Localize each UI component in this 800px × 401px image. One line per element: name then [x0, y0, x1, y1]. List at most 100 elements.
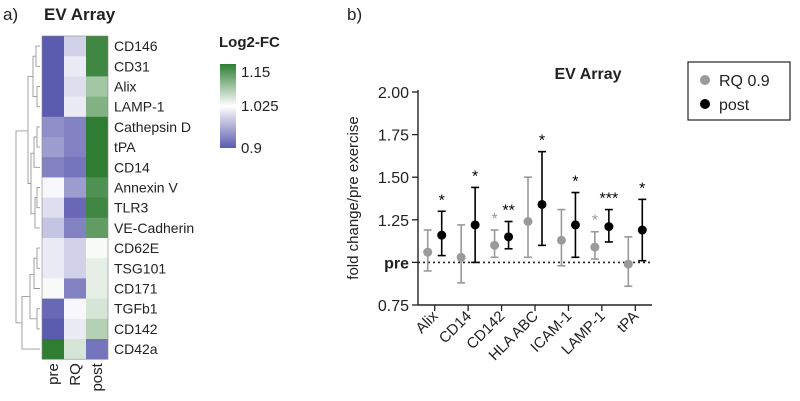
- colorbar-min-label: 0.9: [241, 140, 262, 157]
- y-tick-label: 1.25: [378, 213, 409, 230]
- heatmap-row-label: TSG101: [114, 260, 166, 276]
- heatmap-cell: [42, 339, 64, 360]
- data-point: [604, 222, 614, 232]
- significance-label: *: [472, 168, 478, 185]
- legend-box: [687, 61, 791, 121]
- heatmap-cell: [64, 339, 86, 360]
- data-point: [423, 247, 433, 257]
- heatmap-cell: [64, 157, 86, 178]
- heatmap-row-labels: CD146 CD31 Alix LAMP-1 Cathepsin D tPA CD14 Ann…: [114, 38, 194, 357]
- heatmap-cell: [86, 258, 108, 279]
- data-point: [537, 199, 547, 209]
- heatmap-cell: [42, 278, 64, 299]
- dendrogram-branch: [36, 126, 40, 148]
- dendrogram-branch: [36, 308, 40, 330]
- heatmap-column-label: RQ: [67, 363, 84, 386]
- heatmap-row-label: LAMP-1: [114, 99, 165, 115]
- heatmap-cell: [86, 36, 108, 57]
- y-tick-label: 2.00: [378, 85, 409, 102]
- significance-label: ***: [600, 191, 619, 208]
- plot-area: 0.75pre1.251.501.752.00Alix*CD14*CD142**…: [378, 85, 652, 364]
- y-tick-label: 1.75: [378, 128, 409, 145]
- heatmap-cell: [64, 197, 86, 219]
- data-point: [570, 220, 580, 230]
- heatmap-cell: [42, 258, 64, 279]
- heatmap-cell: [64, 177, 86, 198]
- significance-label: *: [572, 174, 578, 191]
- dendrogram-branch: [36, 187, 40, 209]
- heatmap-cell: [64, 36, 86, 57]
- heatmap-cell: [86, 56, 108, 77]
- heatmap-column-labels: pre RQ post: [45, 362, 106, 391]
- heatmap-row-label: CD142: [114, 321, 158, 337]
- data-point: [523, 217, 533, 227]
- heatmap-cell: [86, 318, 108, 340]
- heatmap-cell: [86, 217, 108, 239]
- significance-label: *: [639, 180, 645, 197]
- data-point: [623, 259, 633, 269]
- heatmap-cell: [64, 298, 86, 320]
- data-point: [590, 242, 600, 252]
- heatmap-cell: [42, 116, 64, 138]
- dendrogram-branch: [27, 75, 33, 184]
- dendrogram-branch: [36, 247, 40, 269]
- heatmap-title: EV Array: [44, 5, 116, 24]
- data-point: [456, 252, 466, 262]
- y-tick-label: 0.75: [378, 298, 409, 315]
- colorbar-mid-label: 1.025: [241, 98, 279, 115]
- legend-label-post: post: [719, 97, 750, 114]
- heatmap-cell: [86, 137, 108, 158]
- heatmap: [41, 35, 109, 360]
- heatmap-cell: [86, 116, 108, 138]
- heatmap-row-label: CD42a: [114, 341, 158, 357]
- heatmap-cell: [42, 96, 64, 118]
- heatmap-cell: [42, 56, 64, 77]
- y-tick-label: 1.50: [378, 170, 409, 187]
- heatmap-cell: [64, 56, 86, 77]
- heatmap-row-label: CD171: [114, 281, 158, 297]
- heatmap-row-label: VE-Cadherin: [114, 220, 194, 236]
- panel-a-label: a): [3, 5, 18, 24]
- data-point: [637, 225, 647, 235]
- heatmap-row-label: CD14: [114, 159, 150, 175]
- heatmap-cell: [64, 217, 86, 239]
- dendrogram-branch: [33, 257, 40, 289]
- heatmap-cell: [86, 339, 108, 360]
- heatmap-cell: [64, 278, 86, 299]
- heatmap-column-label: pre: [45, 363, 62, 385]
- significance-label: *: [592, 213, 598, 230]
- heatmap-row-label: CD31: [114, 58, 150, 74]
- heatmap-cell: [42, 157, 64, 178]
- data-point: [470, 220, 480, 230]
- data-point: [490, 240, 500, 250]
- dendrogram-branch: [36, 86, 40, 108]
- heatmap-row-label: CD146: [114, 38, 158, 54]
- heatmap-row-label: TGFb1: [114, 301, 158, 317]
- panel-b-label: b): [347, 5, 362, 24]
- heatmap-cell: [86, 76, 108, 97]
- colorbar-title: Log2-FC: [219, 34, 280, 51]
- dendrogram-branch: [33, 136, 40, 168]
- significance-label: *: [539, 133, 545, 150]
- dendrogram-branch: [35, 45, 40, 67]
- heatmap-cell: [86, 298, 108, 320]
- heatmap-border: [41, 35, 109, 360]
- heatmap-cell: [42, 76, 64, 97]
- heatmap-row-label: tPA: [114, 139, 136, 155]
- heatmap-cell: [42, 197, 64, 219]
- legend-label-rq: RQ 0.9: [719, 73, 770, 90]
- x-tick-label: tPA: [614, 308, 642, 336]
- legend-marker-rq: [700, 75, 710, 85]
- heatmap-row-label: Alix: [114, 79, 137, 95]
- y-tick-label: pre: [384, 255, 409, 272]
- heatmap-cell: [86, 157, 108, 178]
- heatmap-cell: [64, 238, 86, 259]
- dendrogram-branch: [29, 273, 37, 320]
- heatmap-cell: [42, 177, 64, 198]
- significance-label: *: [439, 192, 445, 209]
- data-point: [437, 230, 447, 240]
- heatmap-cell: [64, 76, 86, 97]
- significance-label: *: [491, 211, 497, 228]
- plot-title: EV Array: [555, 66, 622, 83]
